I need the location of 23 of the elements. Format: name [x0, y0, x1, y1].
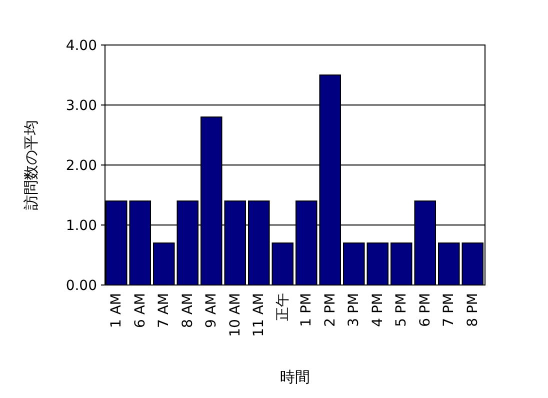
x-tick-label: 7 PM	[441, 293, 458, 327]
x-tick-label: 6 PM	[417, 293, 434, 327]
y-tick-label: 4.00	[66, 38, 97, 54]
y-tick-label: 3.00	[66, 98, 97, 114]
x-tick-label: 9 AM	[204, 293, 220, 328]
x-tick-label: 正午	[274, 293, 291, 321]
x-tick-label: 6 AM	[132, 293, 148, 328]
y-tick-label: 0.00	[66, 278, 97, 294]
x-tick-label: 1 AM	[108, 293, 125, 328]
x-tick-label: 8 PM	[464, 293, 481, 327]
x-tick-label: 7 AM	[156, 293, 172, 328]
y-tick-label: 2.00	[66, 158, 97, 174]
y-tick-label: 1.00	[66, 218, 97, 234]
x-tick-label: 8 AM	[180, 293, 196, 328]
x-tick-label: 2 PM	[322, 293, 338, 327]
x-tick-label: 4 PM	[370, 293, 386, 327]
x-tick-label: 10 AM	[227, 293, 244, 337]
x-tick-label: 1 PM	[298, 293, 315, 327]
y-axis-title: 訪問数の平均	[22, 120, 40, 210]
x-axis-title: 時間	[280, 368, 310, 386]
x-tick-label: 11 AM	[251, 293, 268, 337]
x-tick-label: 5 PM	[394, 293, 410, 327]
x-tick-label: 3 PM	[346, 293, 362, 327]
